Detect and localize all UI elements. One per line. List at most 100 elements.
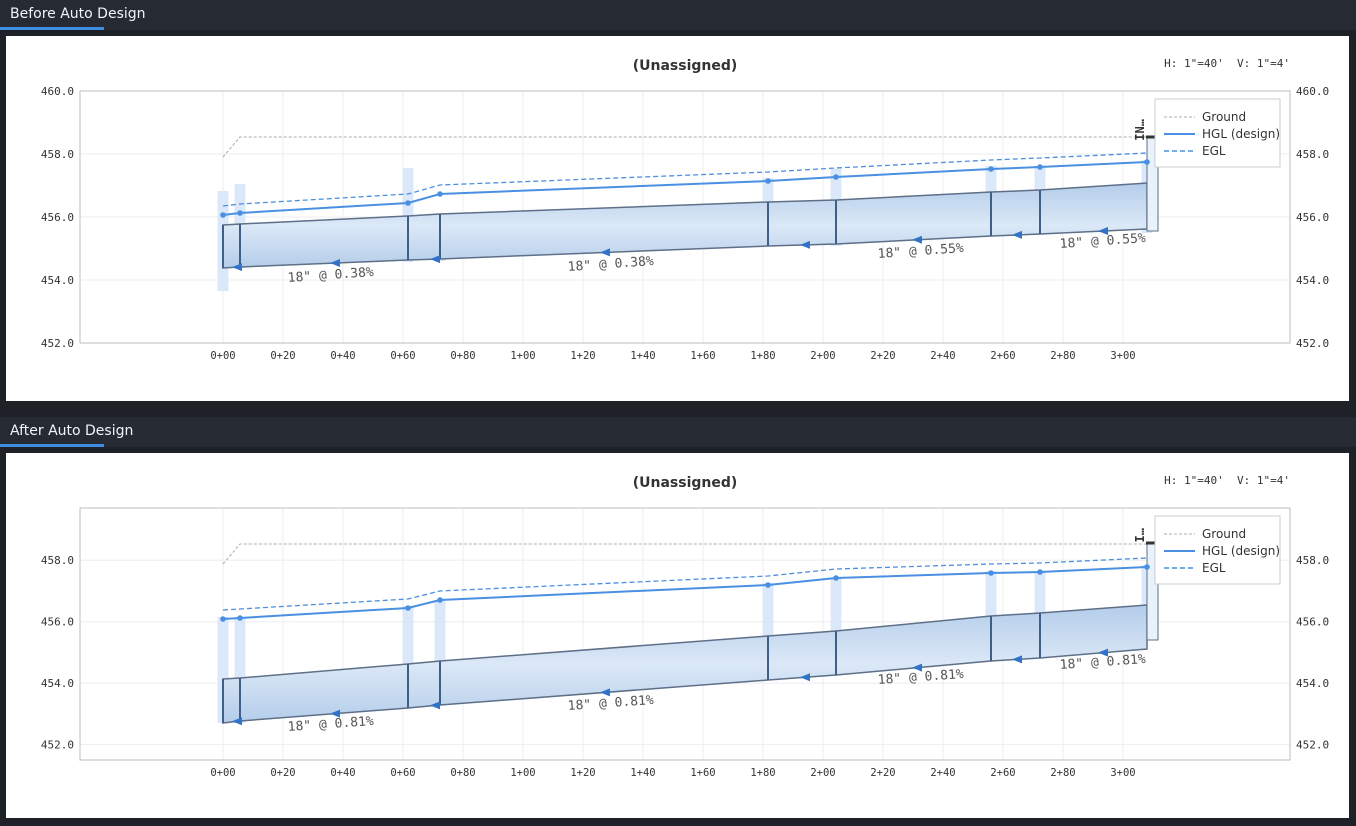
flow-arrow [800, 673, 810, 682]
pipe-body [222, 604, 1148, 724]
hgl-point [765, 178, 771, 184]
pipe-label: 18" @ 0.81% [877, 667, 964, 688]
flow-arrow [800, 240, 810, 249]
structure-bar [830, 577, 842, 675]
hgl-point [1037, 164, 1043, 170]
x-tick-label: 1+60 [690, 767, 715, 779]
y-axis: 460.0 460.0 458.0 458.0 456.0 456.0 454.0 454.0… [41, 85, 1329, 350]
legend-egl: EGL [1202, 561, 1226, 575]
x-tick-label: 0+80 [450, 767, 475, 779]
flow-arrow [232, 263, 242, 272]
x-tick-label: 1+00 [510, 767, 535, 779]
y-tick-label-left: 452.0 [41, 739, 74, 752]
legend-egl: EGL [1202, 144, 1226, 158]
x-tick-label: 0+00 [210, 767, 235, 779]
plot-frame [79, 507, 1291, 761]
hgl-point [237, 210, 243, 216]
x-tick-label: 0+00 [210, 350, 235, 362]
flow-arrow [912, 235, 922, 244]
legend: Ground HGL (design) EGL [1154, 515, 1281, 585]
y-tick-label-left: 456.0 [41, 616, 74, 629]
tab-label: After Auto Design [10, 423, 134, 439]
x-tick-label: 1+20 [570, 767, 595, 779]
flow-arrow [600, 688, 610, 697]
x-tick-label: 0+20 [270, 350, 295, 362]
hgl-point [220, 616, 226, 622]
x-tick-label: 0+80 [450, 350, 475, 362]
x-tick-label: 1+40 [630, 350, 655, 362]
scale-label: H: 1"=40' V: 1"=4' [1164, 474, 1290, 487]
x-tick-label: 1+20 [570, 350, 595, 362]
flow-arrow [600, 248, 610, 257]
hgl-point [220, 212, 226, 218]
x-tick-label: 0+40 [330, 767, 355, 779]
structure-label: I… [1133, 528, 1147, 542]
y-tick-label-right: 458.0 [1296, 554, 1329, 567]
flow-arrow [1098, 648, 1108, 657]
legend: Ground HGL (design) EGL [1154, 98, 1281, 168]
x-tick-label: 2+80 [1050, 350, 1075, 362]
hgl-point [405, 200, 411, 206]
x-tick-label: 2+20 [870, 350, 895, 362]
x-axis: 0+00 0+20 0+40 0+60 0+80 1+00 1+20 1+40 1+60 1+80… [210, 350, 1135, 362]
flow-arrow [912, 663, 922, 672]
pipe-label: 18" @ 0.38% [287, 265, 374, 286]
profile-chart-before[interactable]: IN… 18" @ 0.38% 18" @ 0.38% 18" @ 0.55% 18" … [6, 36, 1349, 401]
structure-bar [402, 606, 414, 708]
hgl-point [833, 174, 839, 180]
x-tick-label: 0+60 [390, 767, 415, 779]
plot-frame [79, 90, 1291, 344]
tab-active-underline [0, 27, 104, 30]
x-axis: 0+00 0+20 0+40 0+60 0+80 1+00 1+20 1+40 1+60 1+80… [210, 767, 1135, 779]
legend-ground: Ground [1202, 110, 1246, 124]
profile-chart-after[interactable]: I… 18" @ 0.81% 18" @ 0.81% 18" @ 0.81% 18" @… [6, 453, 1349, 818]
y-tick-label-left: 458.0 [41, 148, 74, 161]
y-tick-label-right: 452.0 [1296, 739, 1329, 752]
x-tick-label: 3+00 [1110, 350, 1135, 362]
structure-bar [234, 617, 246, 723]
hgl-point [405, 605, 411, 611]
structure-bar [217, 617, 229, 723]
y-tick-label-left: 454.0 [41, 677, 74, 690]
pipe-label: 18" @ 0.55% [877, 241, 964, 262]
pipe-label: 18" @ 0.81% [567, 693, 654, 714]
pipe-label: 18" @ 0.81% [1059, 652, 1146, 673]
structure-bar [402, 168, 414, 262]
x-tick-label: 1+40 [630, 767, 655, 779]
structure-bar [434, 600, 446, 705]
hgl-point [1144, 159, 1150, 165]
x-tick-label: 2+60 [990, 767, 1015, 779]
tab-after-auto-design[interactable]: After Auto Design [0, 417, 1356, 447]
pipe-label: 18" @ 0.38% [567, 254, 654, 275]
legend-hgl: HGL (design) [1202, 127, 1280, 141]
structure-label: IN… [1133, 119, 1147, 141]
flow-arrow [1098, 227, 1108, 236]
flow-arrow [430, 255, 440, 264]
profile-chart-svg: IN… 18" @ 0.38% 18" @ 0.38% 18" @ 0.55% 18" … [41, 57, 1329, 362]
y-tick-label-left: 460.0 [41, 85, 74, 98]
hgl-point [833, 575, 839, 581]
x-tick-label: 0+40 [330, 350, 355, 362]
tab-label: Before Auto Design [10, 6, 146, 22]
x-tick-label: 2+40 [930, 350, 955, 362]
structure-bar [762, 583, 774, 680]
legend-ground: Ground [1202, 527, 1246, 541]
y-tick-label-left: 454.0 [41, 274, 74, 287]
x-tick-label: 2+20 [870, 767, 895, 779]
hgl-point [765, 582, 771, 588]
y-tick-label-left: 456.0 [41, 211, 74, 224]
ground-line [222, 136, 1147, 158]
pipe-label: 18" @ 0.55% [1059, 231, 1146, 252]
y-tick-label-right: 454.0 [1296, 677, 1329, 690]
y-tick-label-left: 458.0 [41, 554, 74, 567]
hgl-line [222, 566, 1148, 620]
x-tick-label: 2+00 [810, 350, 835, 362]
x-tick-label: 2+60 [990, 350, 1015, 362]
tab-before-auto-design[interactable]: Before Auto Design [0, 0, 1356, 30]
hgl-point [437, 597, 443, 603]
flow-arrow [330, 709, 340, 718]
flow-arrow [232, 717, 242, 726]
egl-line [222, 557, 1148, 611]
x-tick-label: 1+80 [750, 350, 775, 362]
flow-arrow [430, 701, 440, 710]
